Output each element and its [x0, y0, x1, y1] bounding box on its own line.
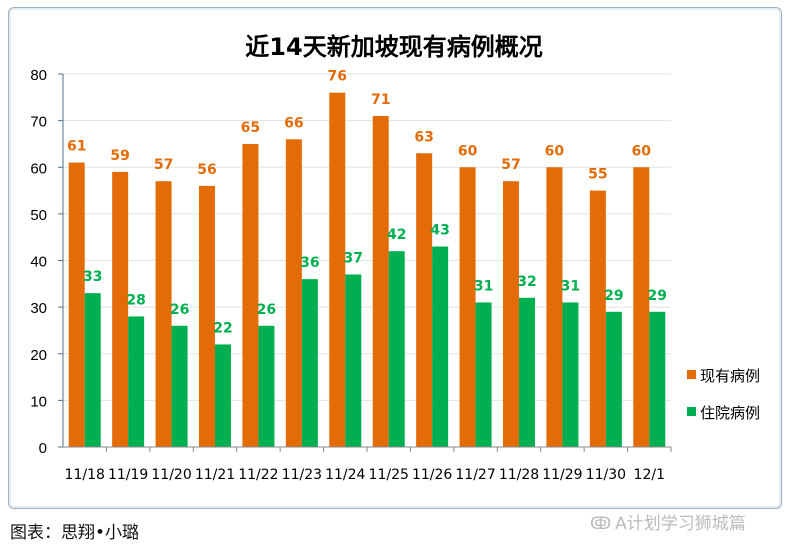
data-label: 29: [648, 288, 667, 304]
data-label: 76: [328, 69, 347, 85]
x-tick-label: 11/19: [108, 467, 148, 483]
bar-current: [589, 190, 606, 447]
data-label: 60: [632, 143, 652, 159]
bar-current: [459, 167, 476, 447]
data-label: 43: [430, 223, 449, 239]
legend-label: 住院病例: [700, 404, 760, 422]
data-label: 32: [517, 274, 536, 290]
data-label: 36: [300, 255, 319, 271]
wechat-icon: ↂ: [590, 514, 612, 534]
bar-current: [112, 171, 129, 447]
bar-hospitalized: [301, 279, 318, 447]
x-tick-label: 12/1: [634, 467, 665, 483]
watermark-text: A计划学习狮城篇: [615, 514, 746, 534]
data-label: 37: [344, 250, 363, 266]
watermark: ↂ A计划学习狮城篇: [590, 509, 746, 534]
y-tick-label: 10: [30, 393, 47, 410]
data-label: 56: [197, 162, 216, 178]
bar-hospitalized: [84, 293, 101, 447]
x-tick-label: 11/18: [65, 467, 105, 483]
data-label: 63: [414, 129, 433, 145]
x-tick-label: 11/26: [412, 467, 452, 483]
bar-hospitalized: [345, 274, 362, 447]
data-label: 55: [588, 167, 607, 183]
bar-current: [546, 167, 563, 447]
bar-hospitalized: [128, 316, 145, 447]
legend-swatch: [687, 370, 696, 379]
x-tick-label: 11/25: [369, 467, 409, 483]
x-tick-label: 11/24: [325, 467, 365, 483]
data-label: 26: [170, 302, 189, 318]
legend-swatch: [687, 407, 696, 416]
y-tick-label: 0: [39, 440, 47, 457]
bar-hospitalized: [171, 325, 188, 447]
chart-title: 近14天新加坡现有病例概况: [245, 33, 542, 61]
bar-current: [242, 143, 259, 447]
y-tick-label: 40: [30, 254, 47, 271]
bar-hospitalized: [388, 251, 405, 447]
y-tick-label: 50: [30, 207, 47, 224]
data-label: 66: [284, 115, 303, 131]
bar-current: [199, 185, 215, 447]
data-label: 22: [213, 320, 232, 336]
x-tick-label: 11/27: [455, 467, 495, 483]
data-label: 65: [241, 120, 260, 136]
caption: 图表：思翔•小璐: [10, 523, 140, 543]
bar-current: [285, 139, 302, 447]
bar-hospitalized: [432, 246, 449, 447]
data-label: 42: [387, 227, 406, 243]
bar-current: [329, 92, 346, 448]
data-label: 28: [126, 292, 145, 308]
y-tick-label: 80: [30, 67, 47, 84]
data-label: 60: [545, 143, 565, 159]
y-tick-label: 70: [30, 114, 47, 131]
bar-current: [503, 181, 519, 448]
y-tick-label: 20: [30, 347, 47, 364]
bar-hospitalized: [605, 311, 622, 447]
x-tick-label: 11/20: [151, 467, 191, 483]
x-tick-label: 11/21: [195, 467, 235, 483]
bar-current: [68, 162, 85, 447]
bar-hospitalized: [215, 344, 231, 447]
x-tick-label: 11/22: [238, 467, 278, 483]
x-tick-label: 11/30: [586, 467, 626, 483]
bar-current: [372, 115, 389, 448]
data-label: 59: [110, 148, 129, 164]
bar-hospitalized: [475, 302, 492, 447]
data-label: 31: [561, 278, 580, 294]
y-tick-label: 30: [30, 300, 47, 317]
bar-hospitalized: [562, 302, 579, 447]
x-tick-label: 11/28: [499, 467, 539, 483]
data-label: 60: [458, 143, 478, 159]
data-label: 31: [474, 278, 493, 294]
bar-hospitalized: [649, 311, 666, 447]
data-label: 29: [604, 288, 623, 304]
bar-current: [633, 167, 650, 447]
bar-current: [155, 181, 172, 448]
data-label: 26: [257, 302, 276, 318]
data-label: 61: [67, 139, 86, 155]
legend-label: 现有病例: [700, 367, 760, 385]
x-tick-label: 11/23: [282, 467, 322, 483]
data-label: 71: [371, 92, 390, 108]
data-label: 57: [154, 157, 173, 173]
bar-hospitalized: [258, 325, 275, 447]
y-tick-label: 60: [30, 160, 47, 177]
bar-hospitalized: [519, 297, 535, 447]
data-label: 57: [501, 157, 520, 173]
data-label: 33: [83, 269, 102, 285]
x-tick-label: 11/29: [542, 467, 582, 483]
bar-current: [416, 153, 433, 447]
